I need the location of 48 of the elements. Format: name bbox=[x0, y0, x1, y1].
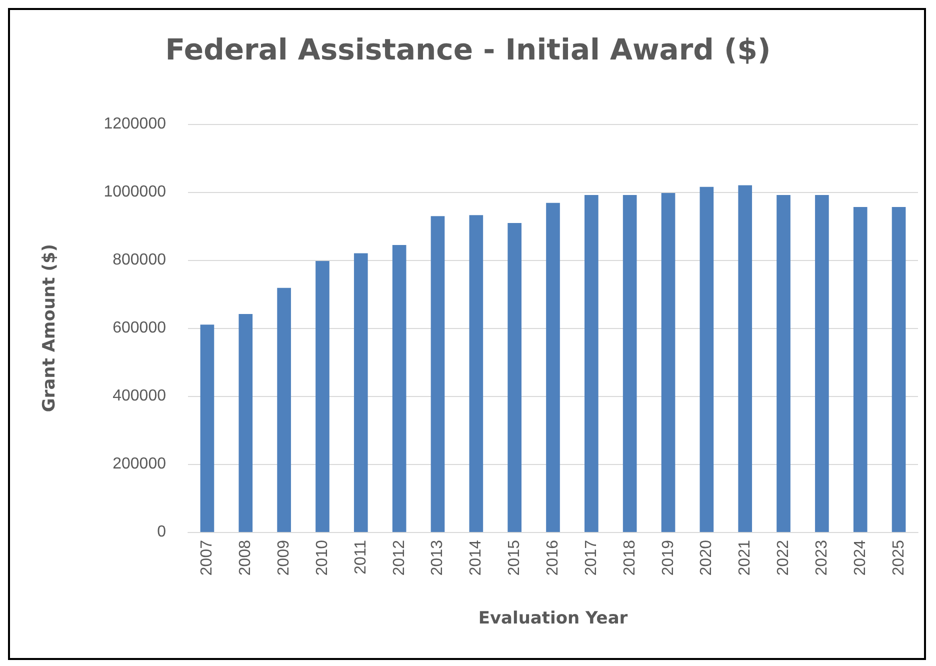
x-tick-label: 2024 bbox=[852, 540, 869, 576]
bar bbox=[392, 245, 406, 532]
y-tick-label: 200000 bbox=[112, 456, 166, 472]
x-tick-label: 2010 bbox=[314, 540, 331, 576]
bar bbox=[892, 206, 906, 532]
y-axis-title: Grant Amount ($) bbox=[40, 244, 60, 412]
bar bbox=[815, 195, 829, 532]
bar bbox=[430, 216, 445, 532]
x-axis-title: Evaluation Year bbox=[478, 608, 628, 628]
bar bbox=[238, 314, 253, 532]
bar bbox=[622, 195, 637, 532]
x-tick-label: 2022 bbox=[775, 540, 792, 576]
x-tick-label: 2013 bbox=[429, 540, 446, 576]
y-tick-label: 0 bbox=[157, 524, 166, 540]
bar bbox=[316, 261, 330, 532]
bar bbox=[546, 202, 560, 532]
bar bbox=[738, 185, 752, 532]
y-tick-label: 1000000 bbox=[104, 184, 166, 200]
x-tick-label: 2025 bbox=[890, 540, 908, 576]
x-tick-label: 2020 bbox=[698, 540, 716, 576]
bar bbox=[277, 288, 291, 532]
bar bbox=[776, 195, 790, 532]
bar bbox=[853, 206, 868, 532]
x-tick-label: 2014 bbox=[468, 540, 485, 576]
bar bbox=[469, 215, 484, 532]
bar bbox=[200, 324, 214, 532]
y-tick-label: 800000 bbox=[112, 252, 166, 268]
x-tick-label: 2018 bbox=[621, 540, 638, 576]
bar bbox=[354, 253, 368, 532]
x-tick-label: 2007 bbox=[198, 540, 216, 576]
bar bbox=[508, 222, 522, 532]
x-tick-label: 2011 bbox=[352, 540, 370, 574]
y-tick-label: 600000 bbox=[112, 320, 166, 336]
bar bbox=[661, 193, 676, 532]
x-tick-label: 2012 bbox=[390, 540, 408, 576]
x-tick-label: 2009 bbox=[276, 540, 293, 576]
y-tick-label: 1200000 bbox=[104, 116, 166, 132]
x-tick-label: 2017 bbox=[582, 540, 600, 576]
x-tick-label: 2016 bbox=[544, 540, 562, 576]
x-tick-label: 2021 bbox=[736, 540, 754, 576]
x-tick-label: 2023 bbox=[813, 540, 830, 576]
x-tick-label: 2008 bbox=[237, 540, 254, 576]
bar bbox=[584, 195, 598, 532]
bar bbox=[700, 186, 714, 532]
chart-title: Federal Assistance - Initial Award ($) bbox=[165, 32, 771, 66]
x-tick-label: 2015 bbox=[506, 540, 524, 576]
y-tick-label: 400000 bbox=[112, 388, 166, 404]
x-tick-label: 2019 bbox=[660, 540, 677, 576]
